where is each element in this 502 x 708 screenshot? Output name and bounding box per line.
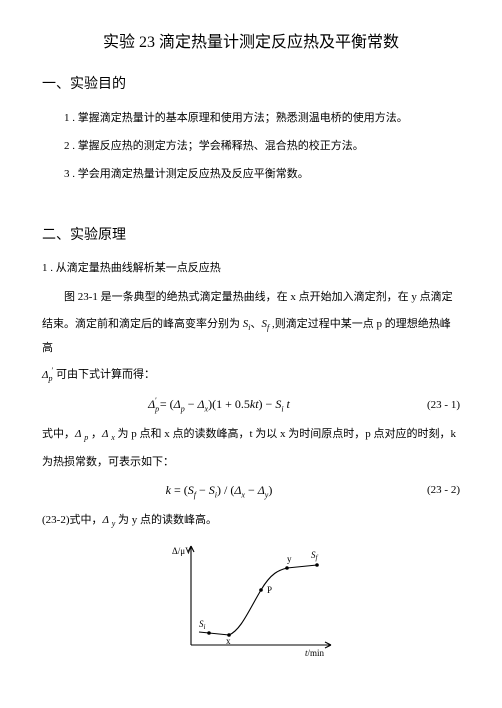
marker-sf bbox=[315, 563, 319, 567]
principle-para1a: 图 23-1 是一条典型的绝热式滴定量热曲线，在 x 点开始加入滴定剂，在 y … bbox=[42, 286, 460, 309]
x-axis-label: t/min bbox=[305, 648, 325, 658]
purpose-item-2: 2 . 掌握反应热的测定方法；学会稀释热、混合热的校正方法。 bbox=[42, 135, 460, 157]
document-title: 实验 23 滴定热量计测定反应热及平衡常数 bbox=[42, 28, 460, 58]
equation-1-number: (23 - 1) bbox=[396, 395, 460, 416]
principle-para1c: Δp′ 可由下式计算而得： bbox=[42, 363, 460, 387]
label-sf: Sf bbox=[311, 550, 319, 562]
principle-para3: (23-2)式中，Δ y 为 y 点的读数峰高。 bbox=[42, 509, 460, 533]
principle-para1b: 结束。滴定前和滴定后的峰高变率分别为 Si、Sf ,则滴定过程中某一点 p 的理… bbox=[42, 313, 460, 359]
marker-y bbox=[285, 566, 289, 570]
section-purpose-heading: 一、实验目的 bbox=[42, 72, 460, 99]
purpose-item-1: 1 . 掌握滴定热量计的基本原理和使用方法；熟悉测温电桥的使用方法。 bbox=[42, 107, 460, 129]
principle-subheading: 1 . 从滴定量热曲线解析某一点反应热 bbox=[42, 258, 460, 279]
principle-para2a: 式中，Δ p ，Δ x 为 p 点和 x 点的读数峰高，t 为以 x 为时间原点… bbox=[42, 423, 460, 447]
y-axis-label: Δ/μV bbox=[172, 546, 192, 556]
equation-1-row: Δp′ = (Δp − Δx)(1 + 0.5kt) − Si t (23 - … bbox=[42, 393, 460, 417]
label-x: x bbox=[226, 636, 231, 646]
figure-23-1: Δ/μV t/min Si x P y Sf bbox=[169, 540, 334, 658]
marker-si bbox=[207, 631, 211, 635]
equation-2: k = (Sf − Si) / (Δx − Δy) bbox=[42, 479, 396, 503]
section-principle-heading: 二、实验原理 bbox=[42, 223, 460, 250]
equation-2-row: k = (Sf − Si) / (Δx − Δy) (23 - 2) bbox=[42, 479, 460, 503]
label-y: y bbox=[287, 554, 292, 564]
titration-curve bbox=[199, 565, 317, 635]
label-si: Si bbox=[199, 619, 206, 631]
para1a-text: 图 23-1 是一条典型的绝热式滴定量热曲线，在 x 点开始加入滴定剂，在 y … bbox=[64, 291, 453, 303]
marker-p bbox=[259, 588, 263, 592]
purpose-item-3: 3 . 学会用滴定热量计测定反应热及反应平衡常数。 bbox=[42, 163, 460, 185]
principle-para2b: 为热损常数，可表示如下： bbox=[42, 451, 460, 474]
equation-2-number: (23 - 2) bbox=[396, 480, 460, 501]
label-p: P bbox=[267, 585, 272, 595]
equation-1: Δp′ = (Δp − Δx)(1 + 0.5kt) − Si t bbox=[42, 393, 396, 417]
